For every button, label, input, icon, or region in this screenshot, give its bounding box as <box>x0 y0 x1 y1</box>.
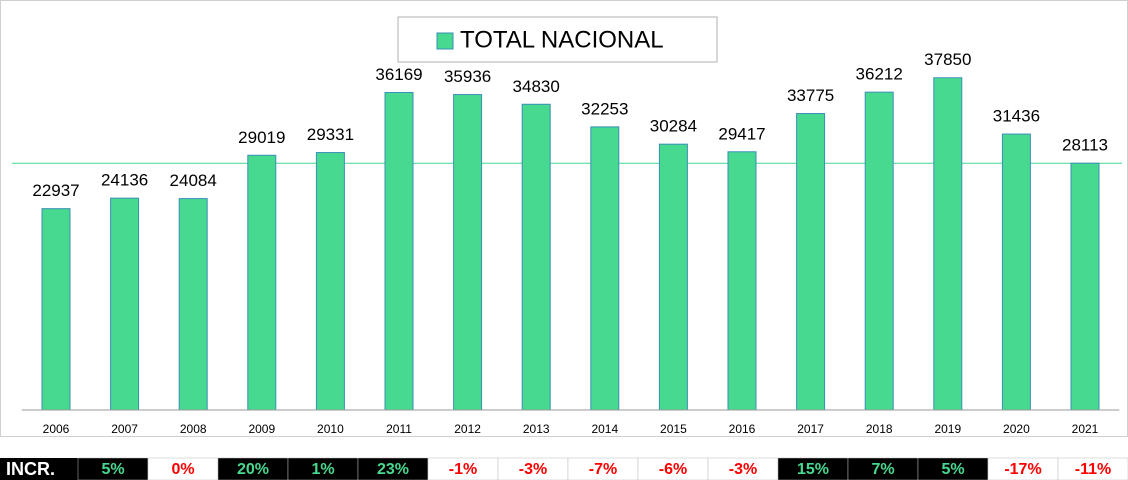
increment-label: 7% <box>871 461 894 478</box>
x-tick-label: 2009 <box>248 422 275 436</box>
bar <box>1070 162 1100 411</box>
row-header: INCR. <box>6 459 55 479</box>
bar <box>315 152 345 411</box>
data-label: 33775 <box>787 86 834 105</box>
bar <box>41 208 71 411</box>
bar <box>727 151 757 411</box>
data-label: 30284 <box>650 117 697 136</box>
x-tick-label: 2017 <box>797 422 824 436</box>
data-label: 24136 <box>101 171 148 190</box>
bar <box>453 94 483 411</box>
bar <box>384 92 414 411</box>
x-tick-label: 2012 <box>454 422 481 436</box>
bar <box>178 198 208 411</box>
legend-label: TOTAL NACIONAL <box>460 26 664 53</box>
bar <box>933 77 963 411</box>
data-label: 35936 <box>444 67 491 86</box>
bar <box>247 154 277 411</box>
x-tick-label: 2020 <box>1003 422 1030 436</box>
x-tick-label: 2015 <box>660 422 687 436</box>
data-label: 32253 <box>581 99 628 118</box>
x-tick-label: 2016 <box>729 422 756 436</box>
data-label: 37850 <box>924 50 971 69</box>
data-label: 22937 <box>32 181 79 200</box>
increment-label: 0% <box>171 461 194 478</box>
x-tick-label: 2018 <box>866 422 893 436</box>
x-tick-label: 2011 <box>386 422 412 436</box>
increment-label: -3% <box>519 461 547 478</box>
data-label: 36169 <box>375 65 422 84</box>
x-tick-label: 2010 <box>317 422 344 436</box>
bar <box>658 143 688 411</box>
legend-swatch <box>436 32 454 50</box>
bar <box>1001 133 1031 411</box>
row-header-cell <box>0 458 78 480</box>
increment-label: -3% <box>729 461 757 478</box>
increment-label: -1% <box>449 461 477 478</box>
x-tick-label: 2008 <box>180 422 207 436</box>
x-tick-label: 2019 <box>934 422 961 436</box>
increment-label: -7% <box>589 461 617 478</box>
data-label: 34830 <box>513 77 560 96</box>
increment-label: -11% <box>1075 461 1111 478</box>
increment-label: -6% <box>659 461 687 478</box>
data-label: 24084 <box>170 171 217 190</box>
data-label: 36212 <box>856 65 903 84</box>
x-tick-label: 2007 <box>111 422 138 436</box>
bar <box>864 91 894 411</box>
data-label: 29417 <box>718 124 765 143</box>
bar <box>796 113 826 411</box>
increment-label: 23% <box>377 461 409 478</box>
x-tick-label: 2006 <box>43 422 70 436</box>
bar <box>590 126 620 411</box>
increment-label: 20% <box>237 461 269 478</box>
increment-cell <box>1057 457 1128 480</box>
increment-label: 5% <box>101 461 124 478</box>
bar <box>110 197 140 411</box>
data-label: 31436 <box>993 107 1040 126</box>
x-tick-label: 2013 <box>523 422 550 436</box>
increment-label: 5% <box>941 461 964 478</box>
x-tick-label: 2021 <box>1072 422 1099 436</box>
increment-label: 1% <box>311 461 334 478</box>
bar <box>521 103 551 411</box>
increment-label: -17% <box>1004 461 1041 478</box>
increment-label: 15% <box>797 461 829 478</box>
x-tick-label: 2014 <box>591 422 618 436</box>
data-label: 28113 <box>1062 136 1108 155</box>
data-label: 29331 <box>307 125 354 144</box>
data-label: 29019 <box>238 128 285 147</box>
